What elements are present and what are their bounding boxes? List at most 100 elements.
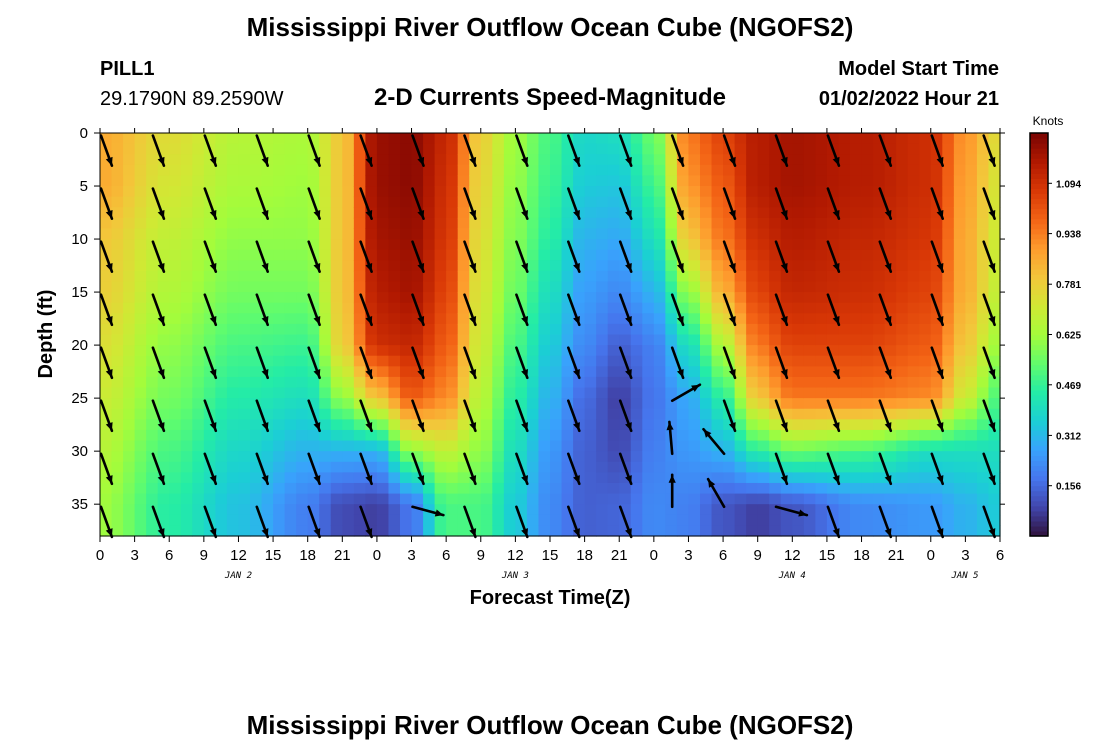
heatmap-cell bbox=[457, 514, 470, 526]
heatmap-cell bbox=[861, 196, 874, 208]
heatmap-cell bbox=[469, 345, 482, 357]
heatmap-cell bbox=[400, 461, 413, 473]
heatmap-cell bbox=[561, 461, 574, 473]
heatmap-cell bbox=[123, 525, 136, 537]
heatmap-cell bbox=[434, 440, 447, 452]
heatmap-cell bbox=[676, 345, 690, 357]
heatmap-cell bbox=[815, 217, 828, 230]
heatmap-cell bbox=[953, 419, 966, 431]
heatmap-cell bbox=[388, 281, 401, 293]
heatmap-cell bbox=[342, 313, 355, 325]
heatmap-cell bbox=[492, 196, 505, 208]
heatmap-cell bbox=[388, 133, 401, 145]
heatmap-cell bbox=[526, 482, 540, 495]
heatmap-cell bbox=[873, 292, 886, 304]
heatmap-cell bbox=[319, 154, 332, 166]
current-vector bbox=[307, 505, 321, 539]
heatmap-cell bbox=[376, 525, 390, 537]
heatmap-cell bbox=[526, 345, 540, 357]
heatmap-cell bbox=[423, 472, 436, 484]
heatmap-cell bbox=[388, 217, 401, 230]
heatmap-cell bbox=[492, 239, 505, 251]
heatmap-cell bbox=[284, 186, 297, 198]
heatmap-cell bbox=[307, 376, 320, 389]
heatmap-cell bbox=[400, 133, 413, 145]
heatmap-cell bbox=[965, 398, 978, 410]
heatmap-cell bbox=[526, 376, 540, 389]
heatmap-cell bbox=[273, 143, 286, 155]
heatmap-cell bbox=[665, 186, 678, 198]
heatmap-cell bbox=[734, 154, 747, 166]
heatmap-cell bbox=[388, 239, 401, 251]
heatmap-cell bbox=[573, 270, 586, 283]
heatmap-cell bbox=[446, 398, 459, 410]
heatmap-cell bbox=[965, 334, 978, 346]
heatmap-cell bbox=[480, 334, 493, 346]
current-vector bbox=[463, 240, 477, 274]
heatmap-cell bbox=[492, 345, 505, 357]
heatmap-cell bbox=[284, 175, 297, 187]
heatmap-cell bbox=[550, 345, 563, 357]
heatmap-cell bbox=[884, 408, 897, 420]
heatmap-cell bbox=[169, 196, 182, 208]
heatmap-cell bbox=[838, 345, 851, 357]
heatmap-cell bbox=[942, 281, 955, 293]
heatmap-cell bbox=[930, 504, 943, 516]
heatmap-cell bbox=[273, 440, 286, 452]
heatmap-cell bbox=[815, 345, 828, 357]
heatmap-cell bbox=[296, 440, 309, 452]
heatmap-cell bbox=[711, 292, 724, 304]
heatmap-cell bbox=[503, 482, 516, 495]
heatmap-cell bbox=[434, 313, 447, 325]
heatmap-cell bbox=[457, 196, 470, 208]
heatmap-cell bbox=[619, 270, 632, 283]
heatmap-cell bbox=[423, 440, 436, 452]
heatmap-cell bbox=[203, 154, 216, 166]
heatmap-cell bbox=[630, 493, 643, 505]
heatmap-cell bbox=[896, 239, 909, 251]
heatmap-cell bbox=[757, 482, 770, 495]
heatmap-cell bbox=[884, 239, 897, 251]
heatmap-cell bbox=[942, 366, 955, 378]
colorbar-swatch bbox=[1030, 163, 1048, 169]
heatmap-cell bbox=[250, 451, 263, 463]
heatmap-cell bbox=[573, 186, 586, 198]
heatmap-cell bbox=[526, 461, 540, 473]
heatmap-cell bbox=[873, 334, 886, 346]
heatmap-cell bbox=[423, 493, 436, 505]
colorbar-swatch bbox=[1030, 198, 1048, 205]
heatmap-cell bbox=[642, 302, 655, 314]
heatmap-cell bbox=[942, 472, 955, 484]
colorbar-swatch bbox=[1030, 329, 1048, 336]
heatmap-cell bbox=[803, 355, 816, 367]
heatmap-cell bbox=[723, 207, 736, 219]
heatmap-cell bbox=[284, 472, 297, 484]
x-tick-label: 12 bbox=[784, 547, 801, 564]
heatmap-cell bbox=[146, 228, 159, 240]
heatmap-cell bbox=[803, 408, 816, 420]
heatmap-cell bbox=[146, 525, 159, 537]
heatmap-cell bbox=[434, 196, 447, 208]
heatmap-cell bbox=[330, 164, 343, 177]
current-vector bbox=[618, 187, 633, 220]
current-vector bbox=[722, 240, 737, 274]
heatmap-cell bbox=[769, 429, 782, 442]
heatmap-cell bbox=[953, 217, 966, 230]
heatmap-cell bbox=[296, 313, 309, 325]
heatmap-cell bbox=[792, 143, 805, 155]
heatmap-cell bbox=[607, 376, 620, 389]
x-tick-label: 21 bbox=[611, 547, 628, 564]
heatmap-cell bbox=[515, 281, 528, 293]
heatmap-cell bbox=[365, 440, 378, 452]
heatmap-cell bbox=[942, 164, 955, 177]
heatmap-cell bbox=[492, 461, 505, 473]
heatmap-cell bbox=[942, 143, 955, 155]
heatmap-cell bbox=[619, 451, 632, 463]
heatmap-cell bbox=[192, 334, 205, 346]
heatmap-cell bbox=[446, 133, 459, 145]
heatmap-cell bbox=[596, 376, 609, 389]
heatmap-cell bbox=[976, 451, 990, 463]
heatmap-cell bbox=[826, 217, 840, 230]
heatmap-cell bbox=[792, 493, 805, 505]
heatmap-cell bbox=[711, 429, 724, 442]
